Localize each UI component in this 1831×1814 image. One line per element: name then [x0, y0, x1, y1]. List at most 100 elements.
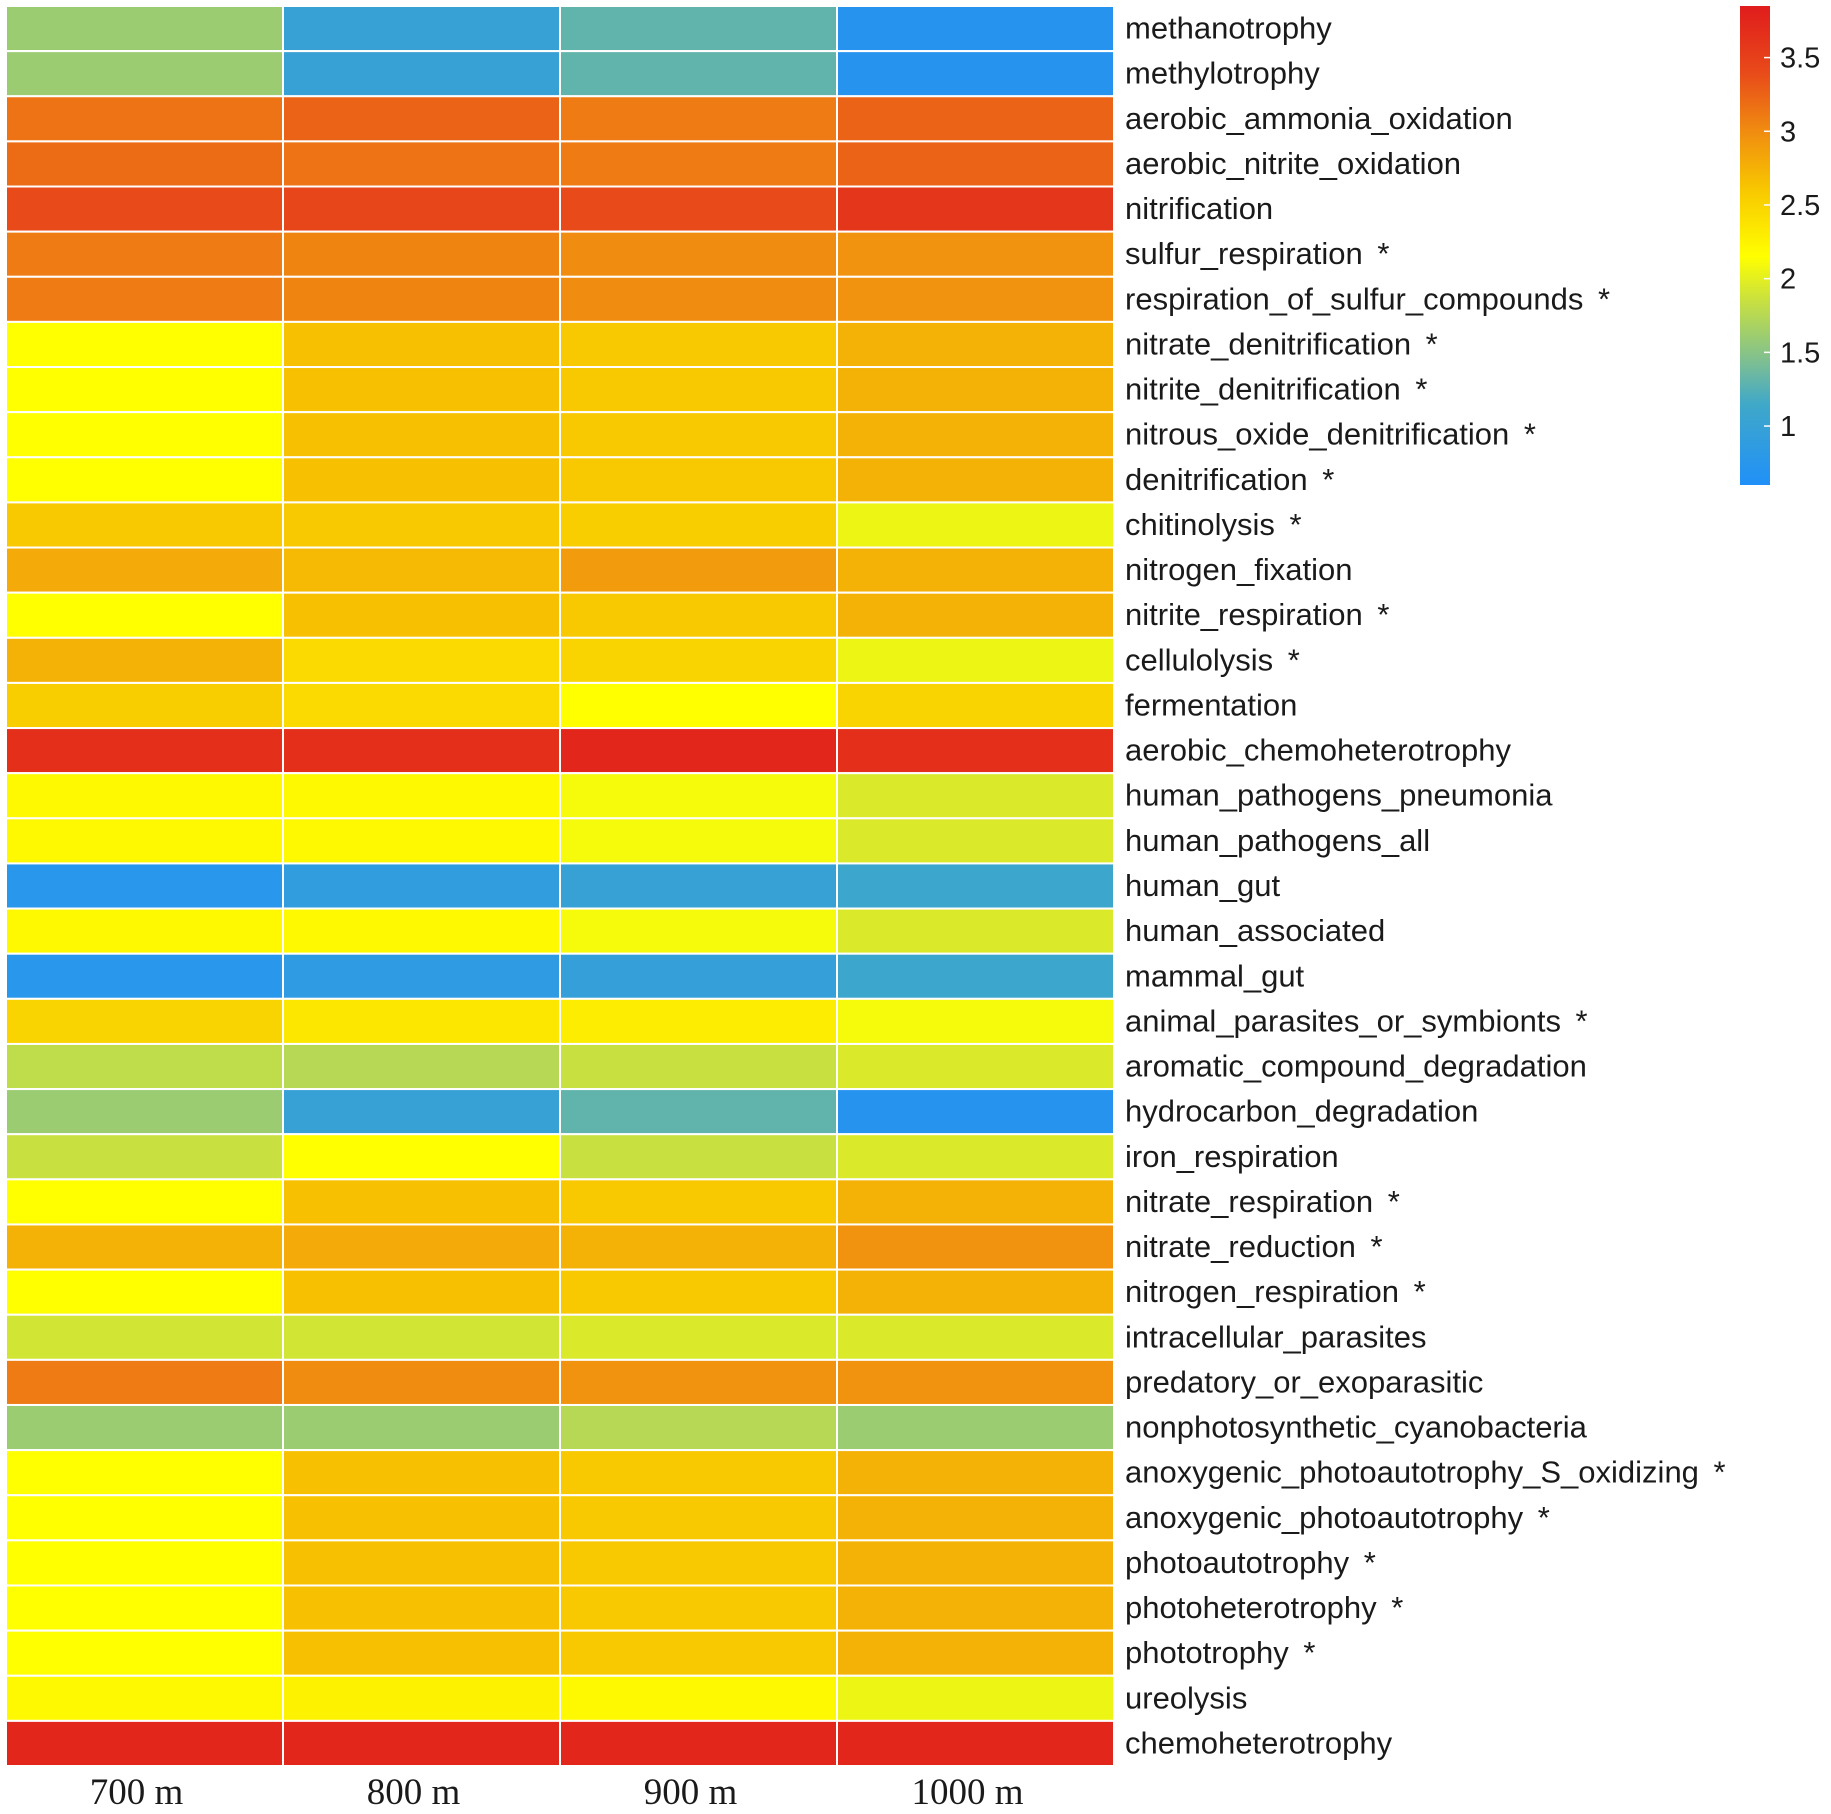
row-label-text: cellulolysis: [1125, 642, 1273, 677]
significance-marker: *: [1405, 1274, 1426, 1309]
heatmap-cell: [559, 546, 838, 594]
heatmap-cell: [282, 275, 561, 323]
row-label: predatory_or_exoparasitic: [1125, 1364, 1483, 1399]
row-labels: methanotrophy methylotrophy aerobic_ammoni…: [1125, 11, 1726, 1761]
row-label: nitrous_oxide_denitrification *: [1125, 417, 1536, 452]
legend-tick-label: 1: [1780, 411, 1796, 443]
row-label-text: nitrite_respiration: [1125, 597, 1363, 632]
row-label-text: intracellular_parasites: [1125, 1319, 1427, 1354]
heatmap-cell: [836, 140, 1115, 188]
row-label-text: animal_parasites_or_symbionts: [1125, 1003, 1561, 1038]
column-labels: 700 m 800 m 900 m 1000 m: [90, 1772, 1024, 1813]
heatmap-cell: [559, 230, 838, 278]
heatmap-cells: [5, 5, 1115, 1768]
heatmap-cell: [836, 1088, 1115, 1136]
heatmap-cell: [282, 456, 561, 504]
heatmap-cell: [282, 1223, 561, 1271]
column-label: 1000 m: [911, 1772, 1023, 1813]
heatmap-cell: [836, 320, 1115, 369]
heatmap-cell: [282, 1268, 561, 1316]
heatmap-cell: [5, 1042, 284, 1091]
heatmap-cell: [282, 1449, 561, 1497]
row-label-text: methanotrophy: [1125, 11, 1332, 46]
heatmap-cell: [5, 681, 284, 730]
heatmap-cell: [559, 1042, 838, 1091]
heatmap-cell: [836, 1539, 1115, 1587]
significance-marker: *: [1417, 326, 1438, 361]
heatmap-cell: [282, 1629, 561, 1677]
heatmap-cell: [559, 1223, 838, 1271]
row-label: methylotrophy: [1125, 56, 1320, 91]
heatmap-cell: [836, 546, 1115, 594]
row-label: human_pathogens_all: [1125, 823, 1430, 858]
heatmap-cell: [836, 727, 1115, 775]
heatmap-cell: [836, 275, 1115, 323]
heatmap-cell: [282, 1133, 561, 1181]
heatmap-cell: [559, 1584, 838, 1632]
row-label: anoxygenic_photoautotrophy_S_oxidizing *: [1125, 1455, 1726, 1490]
row-label-text: fermentation: [1125, 687, 1297, 722]
row-label-text: hydrocarbon_degradation: [1125, 1094, 1478, 1129]
legend-tick-label: 1.5: [1780, 337, 1820, 369]
row-label: nitrate_respiration *: [1125, 1184, 1400, 1219]
heatmap-cell: [5, 546, 284, 594]
column-label: 700 m: [90, 1772, 184, 1813]
heatmap-cell: [282, 1358, 561, 1406]
row-label-text: nitrogen_fixation: [1125, 552, 1353, 587]
heatmap-cell: [5, 1223, 284, 1271]
heatmap-cell: [559, 275, 838, 323]
row-label: nitrogen_fixation: [1125, 552, 1353, 587]
heatmap-cell: [559, 1629, 838, 1677]
significance-marker: *: [1355, 1545, 1376, 1580]
heatmap-cell: [836, 997, 1115, 1045]
heatmap-cell: [5, 50, 284, 98]
heatmap-cell: [559, 817, 838, 865]
row-label-text: methylotrophy: [1125, 56, 1320, 91]
heatmap-cell: [559, 907, 838, 955]
row-label: nitrite_denitrification *: [1125, 372, 1427, 407]
row-label: iron_respiration: [1125, 1139, 1339, 1174]
significance-marker: *: [1369, 597, 1390, 632]
heatmap-cell: [836, 366, 1115, 414]
heatmap-cell: [559, 411, 838, 459]
row-label-text: photoautotrophy: [1125, 1545, 1350, 1580]
heatmap-cell: [559, 501, 838, 549]
row-label-text: chitinolysis: [1125, 507, 1275, 542]
row-label-text: chemoheterotrophy: [1125, 1725, 1393, 1760]
row-label-text: anoxygenic_photoautotrophy: [1125, 1500, 1524, 1535]
heatmap-cell: [5, 1358, 284, 1406]
heatmap-cell: [559, 1539, 838, 1587]
row-label-text: nitrite_denitrification: [1125, 372, 1401, 407]
heatmap-cell: [836, 456, 1115, 504]
heatmap-cell: [282, 1088, 561, 1136]
heatmap-cell: [5, 1674, 284, 1722]
legend-tick-label: 3: [1780, 116, 1796, 148]
row-label-text: sulfur_respiration: [1125, 236, 1363, 271]
significance-marker: *: [1515, 417, 1536, 452]
heatmap-cell: [559, 1313, 838, 1361]
heatmap-cell: [836, 907, 1115, 955]
significance-marker: *: [1589, 281, 1610, 316]
heatmap-cell: [282, 320, 561, 369]
heatmap-cell: [5, 1629, 284, 1677]
significance-marker: *: [1705, 1455, 1726, 1490]
color-legend-ticks: 1 1.5 2 2.5 3 3.5: [1764, 43, 1820, 443]
row-label: aerobic_ammonia_oxidation: [1125, 101, 1513, 136]
row-label: photoautotrophy *: [1125, 1545, 1376, 1580]
legend-tick-label: 2.5: [1780, 190, 1820, 222]
row-label-text: ureolysis: [1125, 1680, 1247, 1715]
row-label: mammal_gut: [1125, 958, 1305, 993]
row-label-text: nitrogen_respiration: [1125, 1274, 1399, 1309]
heatmap-cell: [282, 1539, 561, 1587]
heatmap-cell: [5, 1494, 284, 1542]
heatmap-cell: [559, 95, 838, 143]
heatmap-cell: [5, 907, 284, 955]
heatmap-cell: [559, 1494, 838, 1542]
heatmap-cell: [5, 1719, 284, 1768]
row-label-text: nitrate_reduction: [1125, 1229, 1356, 1264]
row-label: fermentation: [1125, 687, 1297, 722]
significance-marker: *: [1314, 462, 1335, 497]
heatmap-cell: [282, 1178, 561, 1226]
